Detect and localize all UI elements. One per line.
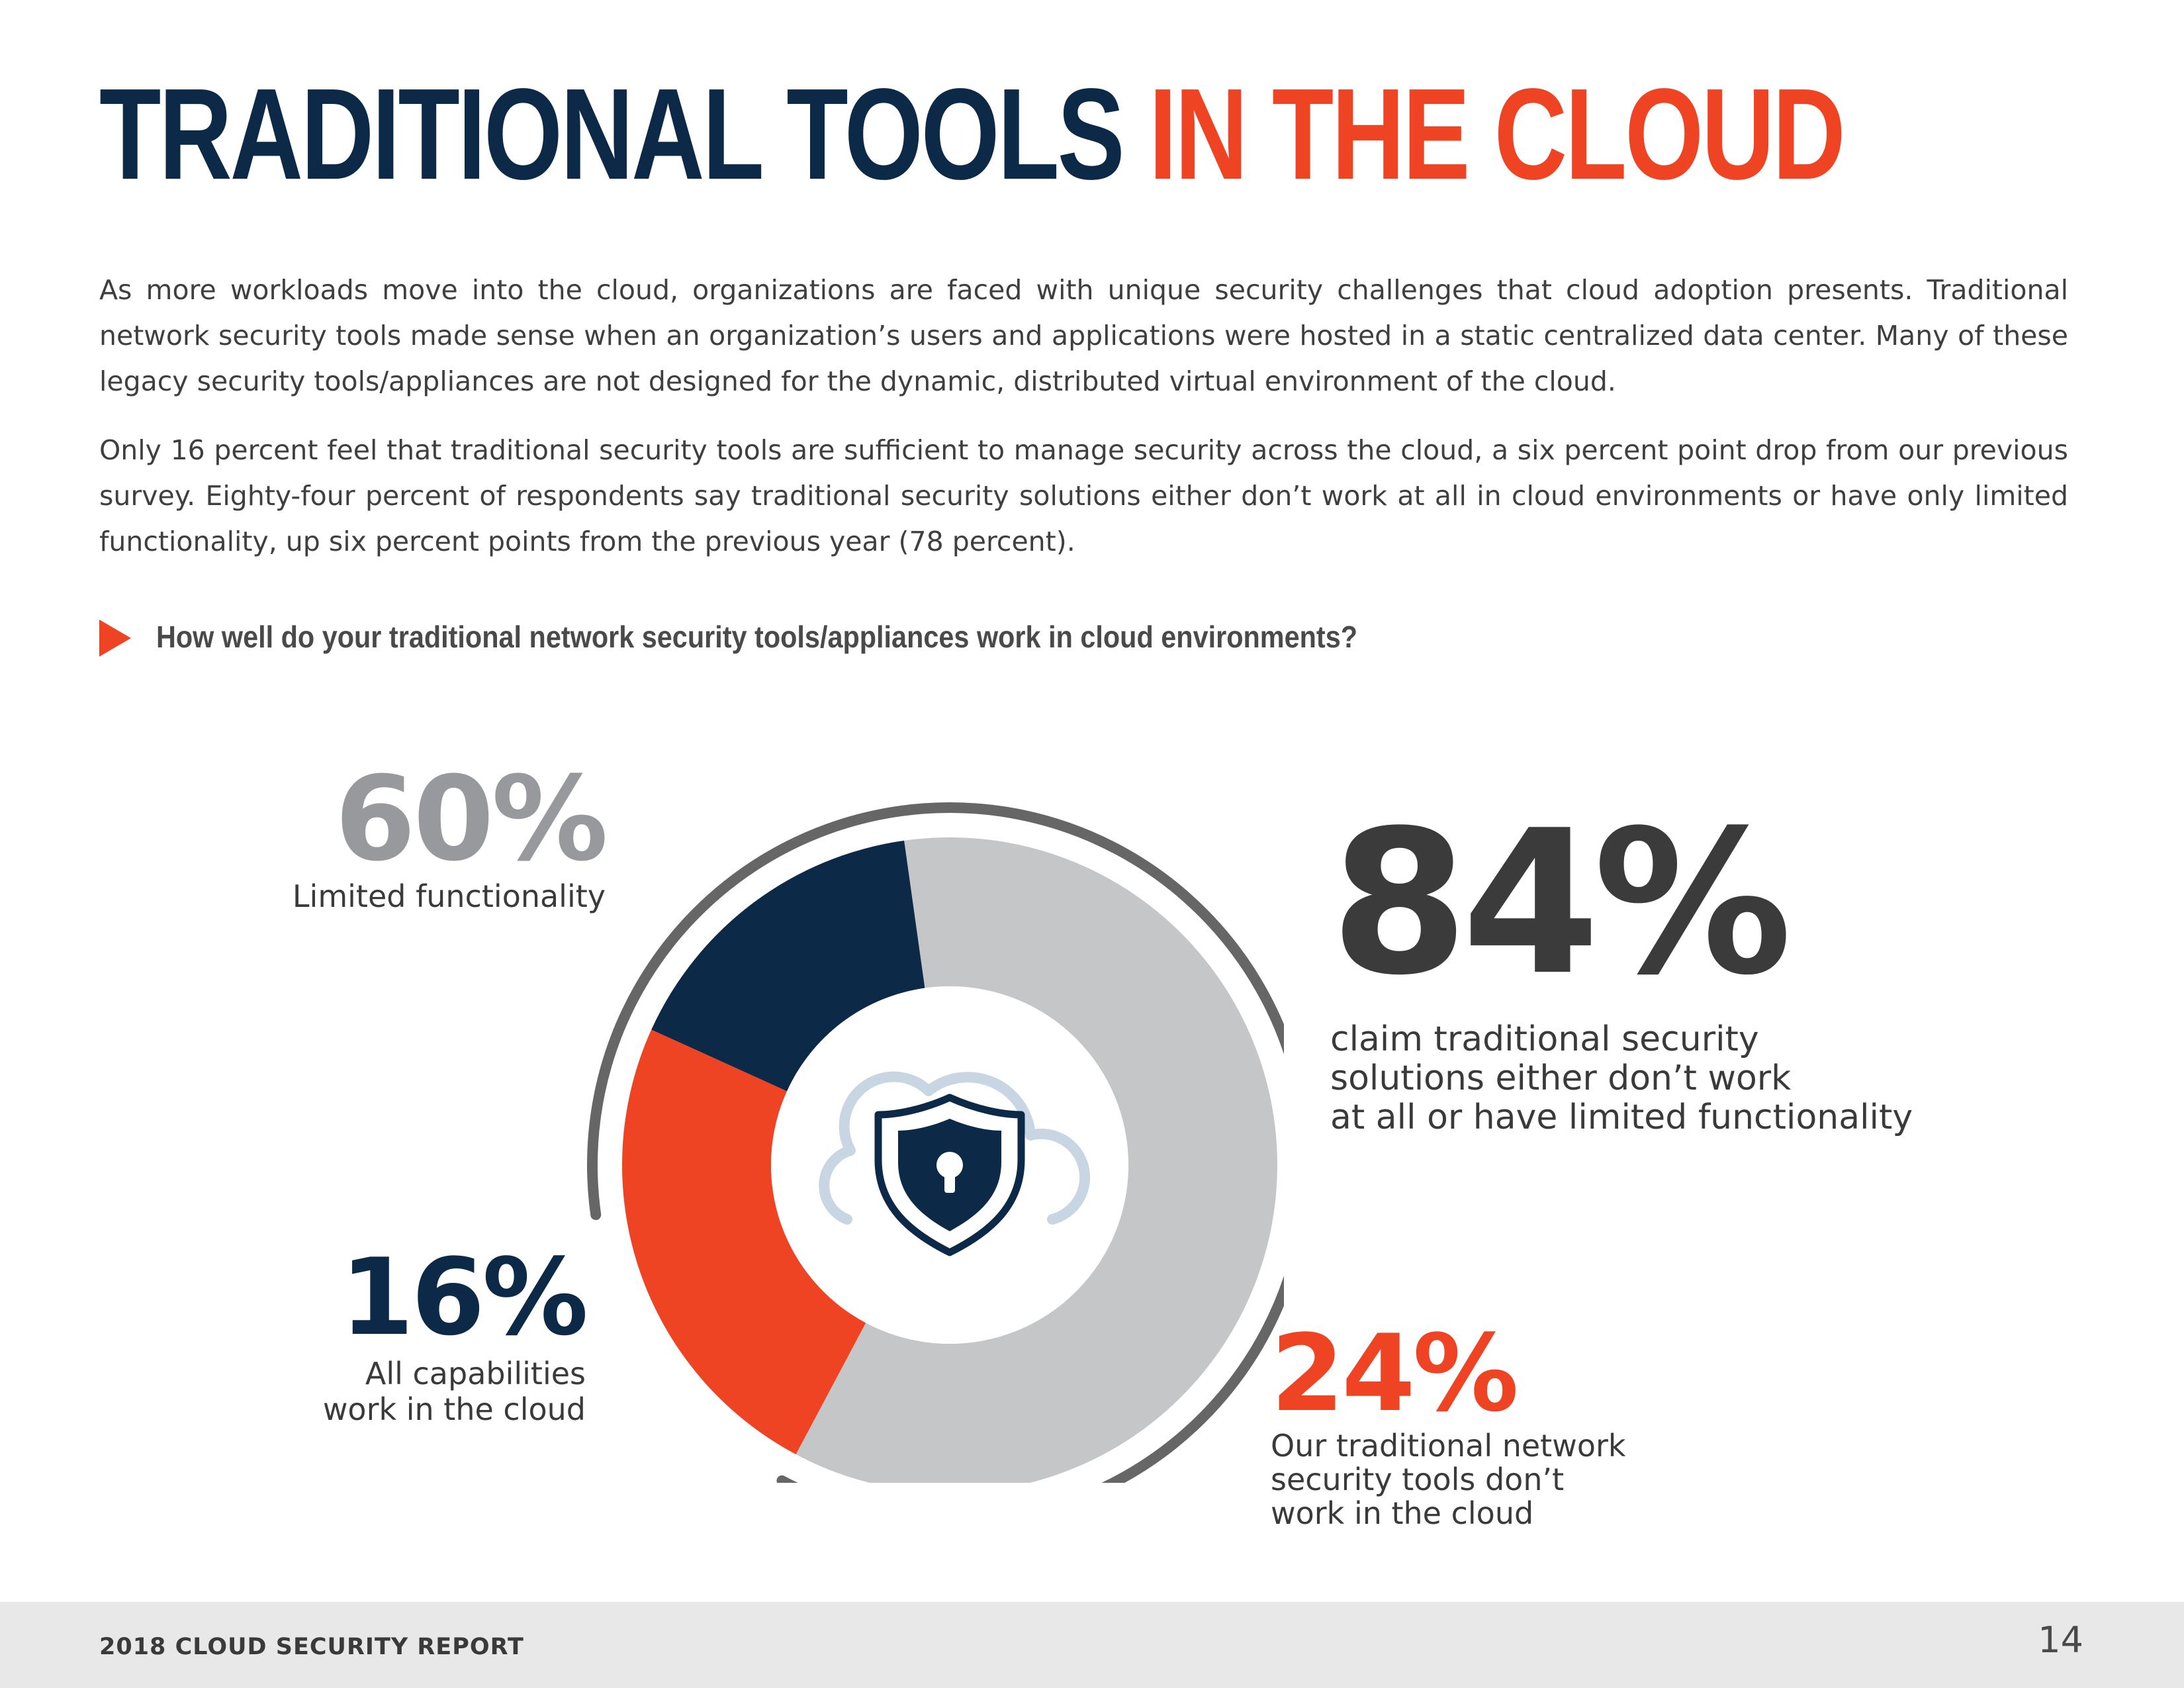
footer-bar: 2018 CLOUD SECURITY REPORT 14 <box>0 1602 2184 1688</box>
donut-slices <box>621 837 1277 1483</box>
stat-limited-value: 60% <box>334 751 608 887</box>
title-part2: IN THE CLOUD <box>1148 62 1846 207</box>
bracket-arc-84 <box>587 802 1284 1483</box>
page-title: TRADITIONAL TOOLS IN THE CLOUD <box>99 70 1846 199</box>
intro-paragraph: As more workloads move into the cloud, o… <box>99 274 2068 397</box>
stat-total-value: 84% <box>1330 788 1792 1019</box>
stat-all-label: All capabilities work in the cloud <box>322 1356 586 1427</box>
donut-slice-3 <box>651 840 925 1092</box>
stat-dont-work: 24% Our traditional network security too… <box>1271 1321 1626 1530</box>
stat-dont-work-value: 24% <box>1271 1311 1519 1435</box>
stat-limited: 60% Limited functionality <box>292 751 608 915</box>
cloud-shield-lock-icon <box>819 1071 1091 1256</box>
stat-all: 16% All capabilities work in the cloud <box>322 1235 588 1428</box>
title-part1: TRADITIONAL TOOLS <box>99 62 1125 207</box>
stat-dont-work-label: Our traditional network security tools d… <box>1271 1428 1626 1531</box>
stat-total: 84% claim traditional security solutions… <box>1330 804 1913 1137</box>
stat-total-label: claim traditional security solutions eit… <box>1330 1019 1913 1137</box>
stat-all-value: 16% <box>340 1235 588 1359</box>
question-text: How well do your traditional network sec… <box>156 620 1358 654</box>
stat-limited-label: Limited functionality <box>292 878 606 914</box>
findings-paragraph: Only 16 percent feel that traditional se… <box>99 434 2068 557</box>
donut-slice-1 <box>796 837 1277 1483</box>
play-arrow-icon <box>99 620 131 657</box>
donut-slice-2 <box>621 1029 866 1455</box>
donut-chart <box>587 802 1284 1483</box>
footer-title: 2018 CLOUD SECURITY REPORT <box>99 1634 524 1660</box>
page-number: 14 <box>2038 1619 2083 1661</box>
